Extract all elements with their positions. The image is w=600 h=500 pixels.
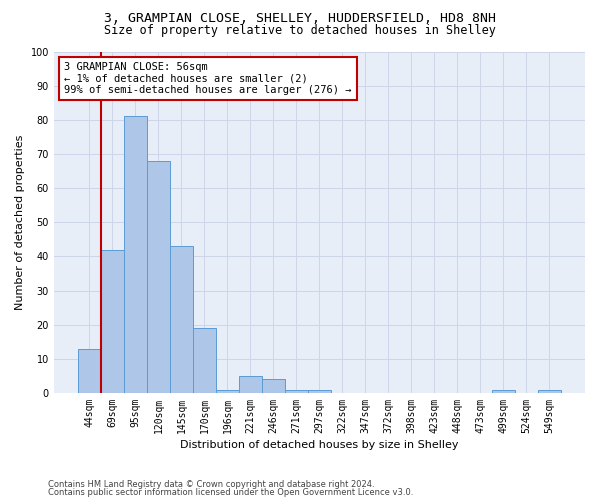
Text: Size of property relative to detached houses in Shelley: Size of property relative to detached ho… [104, 24, 496, 37]
Bar [285, 390, 308, 393]
Bar [170, 246, 193, 393]
Text: Contains HM Land Registry data © Crown copyright and database right 2024.: Contains HM Land Registry data © Crown c… [48, 480, 374, 489]
Bar [124, 116, 147, 393]
Bar [216, 390, 239, 393]
Y-axis label: Number of detached properties: Number of detached properties [15, 134, 25, 310]
Text: 3, GRAMPIAN CLOSE, SHELLEY, HUDDERSFIELD, HD8 8NH: 3, GRAMPIAN CLOSE, SHELLEY, HUDDERSFIELD… [104, 12, 496, 26]
Bar [239, 376, 262, 393]
Bar [147, 161, 170, 393]
Bar [538, 390, 561, 393]
Bar [193, 328, 216, 393]
X-axis label: Distribution of detached houses by size in Shelley: Distribution of detached houses by size … [180, 440, 458, 450]
Bar [262, 380, 285, 393]
Bar [101, 250, 124, 393]
Text: Contains public sector information licensed under the Open Government Licence v3: Contains public sector information licen… [48, 488, 413, 497]
Bar [308, 390, 331, 393]
Text: 3 GRAMPIAN CLOSE: 56sqm
← 1% of detached houses are smaller (2)
99% of semi-deta: 3 GRAMPIAN CLOSE: 56sqm ← 1% of detached… [64, 62, 352, 95]
Bar [492, 390, 515, 393]
Bar [78, 348, 101, 393]
